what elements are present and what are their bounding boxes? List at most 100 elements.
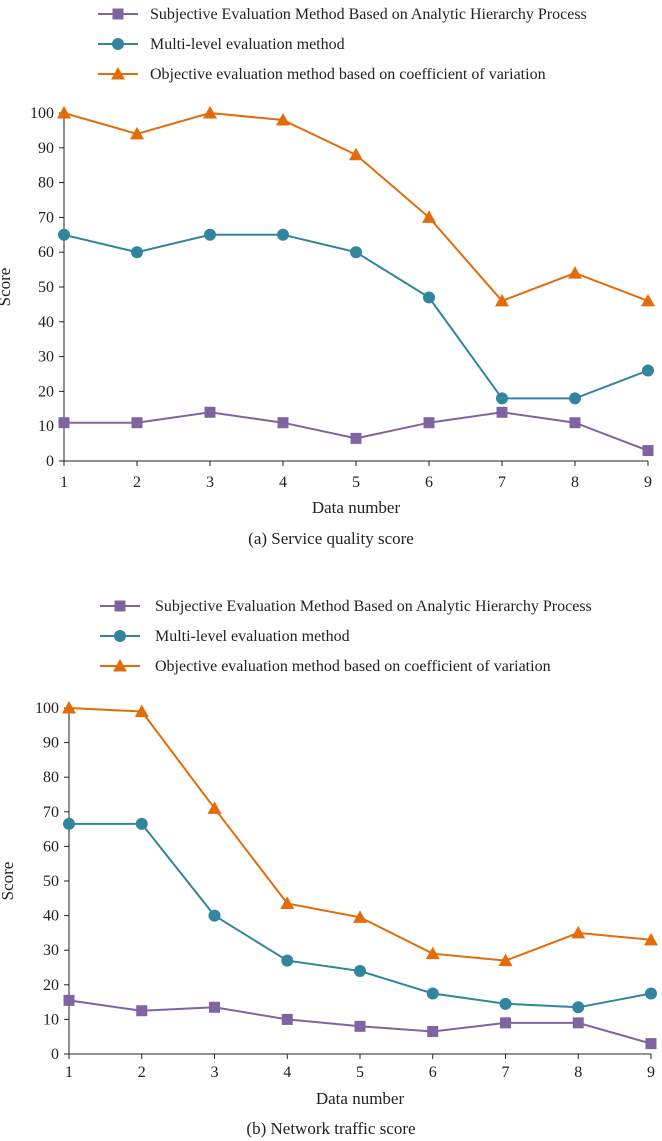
data-point xyxy=(204,228,216,241)
y-tick-label: 80 xyxy=(43,769,59,786)
data-point xyxy=(569,392,581,405)
data-point xyxy=(353,910,367,923)
x-tick-label: 3 xyxy=(211,1064,219,1081)
data-point xyxy=(422,210,436,223)
legend-marker xyxy=(114,600,126,612)
data-point xyxy=(281,954,294,967)
y-ticks: 0 10 20 30 40 50 60 70 80 90 100 xyxy=(30,105,64,470)
x-tick-label: 7 xyxy=(502,1064,510,1081)
data-point xyxy=(423,417,435,429)
data-point xyxy=(207,801,222,814)
y-tick-label: 60 xyxy=(38,244,54,261)
series-line xyxy=(64,411,649,452)
data-point xyxy=(63,817,75,830)
legend-label: Multi-level evaluation method xyxy=(155,628,350,645)
x-tick-label: 5 xyxy=(356,1064,364,1081)
chart-a: Subjective Evaluation Method Based on An… xyxy=(0,6,655,548)
y-tick-label: 70 xyxy=(43,804,59,821)
y-tick-label: 0 xyxy=(46,453,54,470)
x-tick-label: 6 xyxy=(429,1064,437,1081)
data-point xyxy=(645,987,657,1000)
x-tick-label: 4 xyxy=(279,474,287,491)
legend-marker xyxy=(113,659,127,672)
series-line xyxy=(63,233,649,400)
data-point xyxy=(354,1020,366,1032)
chart-b: Subjective Evaluation Method Based on An… xyxy=(0,598,658,1138)
legend-item: Subjective Evaluation Method Based on An… xyxy=(100,598,592,615)
data-point xyxy=(131,246,143,259)
x-tick-label: 4 xyxy=(283,1064,291,1081)
legend-marker xyxy=(114,630,126,642)
data-point xyxy=(209,1001,220,1013)
data-point xyxy=(496,406,508,418)
x-tick-label: 8 xyxy=(574,1064,582,1081)
data-point xyxy=(203,106,217,119)
y-ticks: 0 10 20 30 40 50 60 70 80 90 100 xyxy=(35,700,69,1063)
data-point xyxy=(130,126,144,140)
data-point xyxy=(569,417,581,429)
y-tick-label: 30 xyxy=(38,349,54,366)
x-tick-label: 8 xyxy=(571,474,579,491)
data-point xyxy=(572,1017,584,1029)
y-tick-label: 10 xyxy=(43,1011,59,1028)
y-tick-label: 50 xyxy=(38,279,54,296)
series-circle xyxy=(63,817,657,1014)
data-point xyxy=(277,417,289,429)
data-point xyxy=(280,896,295,909)
data-point xyxy=(423,291,435,304)
x-tick-label: 1 xyxy=(60,474,68,491)
x-tick-label: 9 xyxy=(647,1064,655,1081)
data-point xyxy=(131,417,143,429)
data-point xyxy=(58,417,70,429)
legend-marker xyxy=(111,67,125,80)
data-point xyxy=(642,445,654,457)
legend-label: Objective evaluation method based on coe… xyxy=(155,658,551,675)
data-point xyxy=(58,228,70,241)
y-tick-label: 10 xyxy=(38,418,54,435)
y-tick-label: 40 xyxy=(38,314,54,331)
data-point xyxy=(496,392,508,405)
legend-item: Multi-level evaluation method xyxy=(98,36,345,53)
legend-label: Subjective Evaluation Method Based on An… xyxy=(155,598,592,615)
y-axis-title: Score xyxy=(0,268,14,307)
series-circle xyxy=(58,228,654,405)
x-tick-label: 7 xyxy=(498,474,506,491)
data-point xyxy=(427,1026,439,1038)
y-tick-label: 50 xyxy=(43,873,59,890)
data-point xyxy=(63,994,75,1006)
data-point xyxy=(354,964,366,977)
y-tick-label: 0 xyxy=(51,1046,59,1063)
series-square xyxy=(63,994,657,1050)
y-tick-label: 20 xyxy=(38,383,54,400)
data-point xyxy=(642,364,654,377)
data-point xyxy=(276,112,290,126)
data-point xyxy=(568,266,582,279)
data-point xyxy=(425,946,440,960)
data-point xyxy=(498,953,513,967)
data-point xyxy=(57,106,71,119)
data-point xyxy=(136,1005,148,1017)
y-tick-label: 90 xyxy=(43,735,59,752)
x-tick-label: 3 xyxy=(206,474,214,491)
y-tick-label: 30 xyxy=(43,942,59,959)
data-point xyxy=(499,997,512,1010)
x-axis-title: Data number xyxy=(312,498,401,517)
data-point xyxy=(495,293,509,307)
data-point xyxy=(281,1013,293,1025)
x-tick-label: 2 xyxy=(133,474,141,491)
legend-label: Multi-level evaluation method xyxy=(150,36,345,53)
data-point xyxy=(204,406,216,418)
data-point xyxy=(426,987,439,1000)
series-triangle xyxy=(57,106,655,307)
chart-caption: (b) Network traffic score xyxy=(246,1119,415,1138)
x-ticks: 1 2 3 4 5 6 7 8 9 xyxy=(60,461,652,491)
data-point xyxy=(645,1038,657,1050)
legend-marker xyxy=(112,8,124,20)
data-point xyxy=(62,701,76,714)
data-point xyxy=(350,246,362,259)
legend-marker xyxy=(112,38,124,50)
legend-item: Objective evaluation method based on coe… xyxy=(100,658,551,675)
series-triangle xyxy=(62,701,658,967)
legend: Subjective Evaluation Method Based on An… xyxy=(98,6,587,83)
